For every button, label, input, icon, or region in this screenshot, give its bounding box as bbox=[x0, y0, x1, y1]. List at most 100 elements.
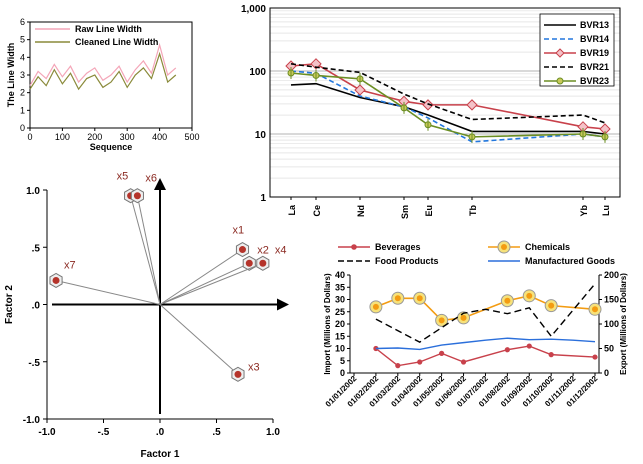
data-point-diamond bbox=[466, 99, 478, 111]
y-tick-label: 25 bbox=[335, 307, 345, 317]
x-tick-label: 400 bbox=[152, 132, 167, 142]
x-tick-label: Sm bbox=[400, 205, 410, 219]
data-point bbox=[548, 302, 555, 309]
legend-label: BVR19 bbox=[580, 48, 609, 58]
x-tick-label: 100 bbox=[55, 132, 70, 142]
loading-vector bbox=[159, 304, 239, 375]
x-axis-label: Factor 1 bbox=[141, 449, 180, 460]
loading-vector bbox=[55, 279, 161, 305]
x-axis-label: Sequence bbox=[90, 142, 133, 152]
series-line-cleaned-line-width bbox=[29, 51, 177, 91]
data-point bbox=[592, 306, 598, 313]
y-tick-label: 4 bbox=[20, 52, 25, 62]
point-label: x6 bbox=[145, 173, 157, 185]
data-point bbox=[526, 343, 532, 349]
data-point bbox=[548, 352, 554, 358]
data-point bbox=[526, 292, 533, 299]
series-line-bvr13 bbox=[290, 82, 606, 135]
plot-frame bbox=[269, 7, 621, 198]
data-point bbox=[416, 295, 423, 302]
series-line-bvr23 bbox=[290, 72, 606, 138]
data-point bbox=[438, 317, 445, 324]
y-tick-label: 5 bbox=[340, 356, 345, 366]
x-tick-label: 1.0 bbox=[266, 427, 280, 438]
point-label: x7 bbox=[64, 259, 76, 271]
y2-tick-label: 0 bbox=[604, 368, 609, 378]
data-point bbox=[394, 295, 401, 302]
legend-label: Beverages bbox=[375, 242, 421, 252]
data-point-diamond bbox=[422, 99, 434, 111]
data-point bbox=[245, 259, 253, 267]
data-point bbox=[504, 297, 511, 304]
y-tick-label: 0 bbox=[340, 368, 345, 378]
legend-label: Cleaned Line Width bbox=[75, 37, 158, 47]
x-tick-label: 200 bbox=[87, 132, 102, 142]
y-tick-label: 3 bbox=[20, 70, 25, 80]
y-tick-label: .0 bbox=[32, 301, 41, 312]
data-point bbox=[592, 354, 598, 360]
data-point bbox=[460, 314, 467, 321]
data-point bbox=[133, 192, 141, 200]
y-tick-label: .5 bbox=[32, 243, 41, 254]
legend-label: BVR13 bbox=[580, 20, 609, 30]
y2-tick-label: 150 bbox=[604, 295, 619, 305]
y-tick-label: 20 bbox=[335, 319, 345, 329]
y-tick-label: 15 bbox=[335, 331, 345, 341]
y-tick-label: -.5 bbox=[28, 358, 40, 369]
x-tick-label: La bbox=[287, 204, 297, 215]
legend-label: Raw Line Width bbox=[75, 24, 142, 34]
x-tick-label: 500 bbox=[184, 132, 199, 142]
data-point-diamond bbox=[310, 58, 322, 70]
y-tick-label: 1 bbox=[260, 193, 266, 204]
y-tick-label: 0 bbox=[20, 123, 25, 133]
series-line-bvr14 bbox=[290, 70, 606, 143]
legend-label: Chemicals bbox=[525, 242, 570, 252]
y-tick-label: 35 bbox=[335, 282, 345, 292]
y-tick-label: 10 bbox=[335, 344, 345, 354]
y2-axis-label: Export (Millions of Dollars) bbox=[619, 273, 628, 375]
data-point bbox=[234, 370, 242, 378]
series-line-manufactured-goods bbox=[375, 337, 596, 351]
data-point bbox=[439, 350, 445, 356]
point-label: x4 bbox=[275, 244, 287, 256]
y-tick-label: 1 bbox=[20, 105, 25, 115]
data-point bbox=[52, 276, 60, 284]
point-label: x3 bbox=[248, 361, 260, 373]
legend-marker bbox=[501, 244, 507, 250]
x-tick-label: -1.0 bbox=[38, 427, 56, 438]
x-tick-label: 0 bbox=[27, 132, 32, 142]
data-point bbox=[238, 246, 246, 254]
loading-vector bbox=[159, 249, 243, 305]
y-tick-label: 40 bbox=[335, 270, 345, 280]
loading-vector bbox=[130, 195, 161, 305]
data-point bbox=[372, 303, 379, 310]
data-point-diamond bbox=[354, 84, 366, 96]
y-tick-label: 5 bbox=[20, 35, 25, 45]
y-axis-arrow bbox=[154, 178, 166, 190]
point-label: x5 bbox=[117, 171, 129, 183]
legend-label: Manufactured Goods bbox=[525, 256, 615, 266]
loading-vector bbox=[159, 262, 264, 305]
series-line-food-products bbox=[375, 283, 596, 343]
y-tick-label: 6 bbox=[20, 17, 25, 27]
loading-vector bbox=[159, 262, 250, 305]
x-tick-label: -.5 bbox=[98, 427, 110, 438]
y-axis-label: Factor 2 bbox=[4, 285, 15, 324]
y-tick-label: 2 bbox=[20, 88, 25, 98]
x-tick-label: Nd bbox=[356, 205, 366, 217]
series-line-raw-line-width bbox=[29, 42, 177, 86]
point-label: x1 bbox=[232, 225, 244, 237]
y-tick-label: -1.0 bbox=[23, 415, 41, 426]
legend-marker bbox=[556, 77, 564, 85]
series-line-bvr21 bbox=[290, 63, 606, 124]
legend-label: BVR21 bbox=[580, 62, 609, 72]
x-tick-label: .5 bbox=[212, 427, 221, 438]
series-line-chemicals bbox=[375, 294, 596, 322]
y-tick-label: 1,000 bbox=[241, 4, 266, 15]
x-tick-label: Lu bbox=[601, 205, 611, 216]
legend-marker bbox=[555, 48, 565, 58]
data-point bbox=[259, 259, 267, 267]
y-tick-label: 1.0 bbox=[26, 186, 40, 197]
loading-vector bbox=[136, 195, 161, 305]
